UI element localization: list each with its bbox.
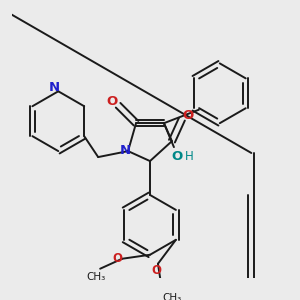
Text: O: O [171, 150, 182, 163]
Text: N: N [119, 144, 130, 157]
Text: H: H [184, 150, 193, 163]
Text: CH₃: CH₃ [162, 292, 182, 300]
Text: O: O [182, 109, 194, 122]
Text: N: N [49, 81, 60, 94]
Text: O: O [112, 252, 122, 265]
Text: O: O [151, 264, 161, 277]
Text: O: O [106, 95, 118, 108]
Text: CH₃: CH₃ [86, 272, 106, 282]
